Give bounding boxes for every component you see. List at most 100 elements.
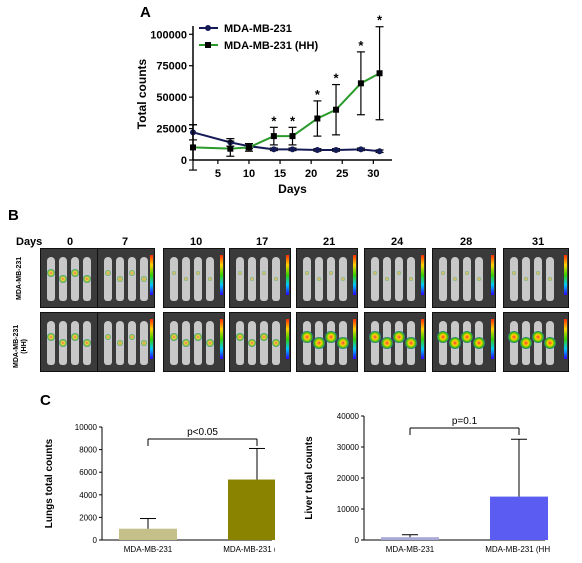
luminescence-signal	[405, 337, 417, 349]
luminescence-signal	[369, 331, 381, 343]
x-tick-label: 20	[305, 168, 317, 180]
color-scale-bar	[353, 319, 356, 359]
luminescence-signal	[261, 270, 267, 276]
mouse-silhouette	[128, 257, 136, 301]
data-point	[270, 133, 277, 140]
luminescence-signal	[547, 276, 553, 282]
day-label: 24	[391, 236, 404, 248]
luminescence-signal	[273, 276, 279, 282]
luminescence-signal	[141, 276, 147, 282]
mouse-silhouette	[47, 321, 55, 365]
legend-marker	[205, 25, 211, 31]
color-scale-bar	[286, 255, 289, 295]
x-axis-label: Days	[278, 182, 307, 196]
luminescence-signal	[437, 331, 449, 343]
x-tick-label: 15	[274, 168, 286, 180]
p-value-annotation: p=0.1	[452, 416, 478, 427]
mouse-silhouette	[71, 257, 79, 301]
panel-label-c: C	[40, 392, 51, 409]
mouse-silhouette	[546, 257, 554, 301]
color-scale-bar	[491, 319, 494, 359]
luminescence-signal	[328, 270, 334, 276]
luminescence-signal	[182, 339, 190, 347]
bar	[119, 528, 177, 540]
bar	[381, 537, 439, 540]
imaging-cell	[40, 312, 102, 372]
mouse-silhouette	[71, 321, 79, 365]
x-tick-label: 5	[215, 168, 221, 180]
y-tick-label: 0	[355, 536, 360, 545]
color-scale-bar	[564, 255, 567, 295]
color-scale-bar	[150, 255, 153, 295]
luminescence-signal	[520, 337, 532, 349]
mouse-silhouette	[395, 257, 403, 301]
mouse-silhouette	[47, 257, 55, 301]
imaging-cell	[432, 248, 496, 308]
panel-label-a: A	[140, 4, 151, 21]
mouse-silhouette	[272, 257, 280, 301]
mouse-silhouette	[339, 257, 347, 301]
luminescence-signal	[532, 331, 544, 343]
color-scale-bar	[353, 255, 356, 295]
imaging-cell	[364, 248, 426, 308]
mouse-silhouette	[463, 321, 471, 365]
luminescence-signal	[71, 269, 79, 277]
data-point	[190, 144, 196, 151]
data-point	[289, 133, 296, 140]
y-tick-label: 0	[181, 155, 187, 167]
day-label: 10	[190, 236, 203, 248]
luminescence-signal	[116, 339, 124, 347]
mouse-silhouette	[510, 257, 518, 301]
mouse-silhouette	[206, 257, 214, 301]
line-chart-total-counts: 0 25000 50000 75000 100000 5 10 15 20 25 30 Days Tot…	[135, 13, 392, 196]
luminescence-signal	[237, 270, 243, 276]
mouse-silhouette	[303, 257, 311, 301]
luminescence-signal	[140, 339, 148, 347]
bar-chart-liver: 0 10000 20000 30000 40000 Liver total counts M…	[304, 412, 550, 554]
significance-mark: *	[377, 13, 383, 28]
imaging-panel	[0, 226, 582, 376]
imaging-cell	[163, 248, 225, 308]
x-tick-label: 30	[367, 168, 379, 180]
imaging-cell	[97, 248, 155, 308]
y-tick-label: 20000	[337, 474, 360, 483]
y-tick-label: 10000	[75, 423, 98, 432]
luminescence-signal	[171, 270, 177, 276]
luminescence-signal	[83, 275, 91, 283]
data-point	[227, 145, 234, 152]
luminescence-signal	[83, 339, 91, 347]
imaging-cell	[503, 248, 569, 308]
x-tick-label: 10	[243, 168, 255, 180]
imaging-cell	[296, 248, 358, 308]
mouse-silhouette	[371, 321, 379, 365]
color-scale-bar	[491, 255, 494, 295]
luminescence-signal	[47, 333, 55, 341]
p-value-annotation: p<0.05	[187, 427, 218, 438]
luminescence-signal	[408, 276, 414, 282]
y-tick-label: 6000	[79, 468, 97, 477]
luminescence-signal	[393, 331, 405, 343]
luminescence-signal	[523, 276, 529, 282]
luminescence-signal	[117, 276, 123, 282]
day-label: 0	[67, 236, 74, 248]
mouse-silhouette	[439, 257, 447, 301]
significance-mark: *	[334, 71, 340, 86]
y-axis-label: Liver total counts	[304, 436, 315, 520]
day-label: 28	[460, 236, 473, 248]
imaging-cell	[432, 312, 496, 372]
luminescence-signal	[195, 270, 201, 276]
luminescence-signal	[235, 332, 245, 342]
mouse-silhouette	[104, 257, 112, 301]
y-tick-label: 25000	[156, 124, 187, 136]
luminescence-signal	[544, 337, 556, 349]
luminescence-signal	[476, 276, 482, 282]
luminescence-signal	[464, 270, 470, 276]
luminescence-signal	[104, 333, 112, 341]
data-point	[376, 148, 383, 155]
imaging-cell	[229, 248, 291, 308]
mouse-silhouette	[170, 321, 178, 365]
panel-label-b: B	[8, 207, 19, 224]
imaging-cell	[296, 312, 358, 372]
luminescence-signal	[372, 270, 378, 276]
mouse-silhouette	[407, 257, 415, 301]
